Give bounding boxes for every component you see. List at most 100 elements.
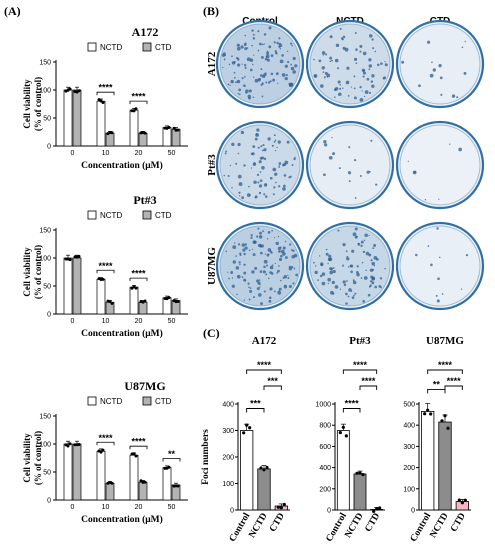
colony: [254, 266, 258, 270]
data-point: [355, 471, 359, 475]
colony: [252, 145, 256, 149]
colony: [313, 75, 317, 78]
colony: [292, 56, 296, 61]
dish-row-label: U87MG: [206, 247, 218, 285]
dish-inner-rim: [309, 225, 391, 307]
colony: [283, 274, 288, 279]
x-tick-label: 20: [135, 150, 143, 157]
y-tick-label: 150: [39, 228, 51, 235]
colony: [353, 75, 356, 78]
colony: [456, 96, 459, 99]
colony: [262, 144, 265, 147]
colony: [236, 43, 240, 47]
colony: [244, 246, 248, 250]
colony: [346, 257, 350, 261]
colony: [270, 54, 274, 57]
colony: [273, 237, 276, 239]
colony: [250, 167, 253, 169]
colony: [237, 142, 241, 147]
colony: [237, 243, 241, 246]
colony: [339, 288, 342, 291]
x-tick-label: NCTD: [247, 511, 269, 539]
significance-label: ****: [353, 360, 368, 370]
colony: [261, 149, 264, 152]
y-tick-label: 50: [43, 284, 51, 291]
colony: [249, 58, 254, 62]
y-tick-label: 400: [319, 465, 331, 472]
dish-inner-rim: [219, 124, 301, 206]
bar-nctd: [63, 257, 73, 315]
colony: [268, 299, 272, 303]
colony: [260, 68, 263, 71]
colony: [238, 182, 243, 186]
colony: [437, 277, 440, 281]
colony: [271, 264, 274, 266]
colony: [364, 233, 368, 238]
x-tick-label: Control: [325, 511, 350, 544]
colony: [251, 270, 255, 274]
colony: [254, 78, 259, 83]
colony: [438, 198, 440, 200]
colony: [265, 183, 267, 185]
x-tick-label: 50: [168, 318, 176, 325]
colony: [247, 282, 250, 285]
colony: [225, 150, 228, 153]
colony: [355, 48, 358, 51]
colony: [267, 81, 271, 84]
colony: [248, 298, 251, 301]
colony: [294, 64, 298, 68]
colony: [244, 34, 247, 37]
colony: [274, 50, 277, 53]
colony: [257, 181, 260, 184]
colony: [314, 265, 317, 267]
colony: [269, 80, 272, 83]
data-point: [110, 301, 114, 305]
y-tick-label: 100: [39, 256, 51, 263]
colony: [261, 95, 264, 98]
colony: [463, 71, 467, 75]
colony: [321, 281, 326, 286]
bar-ctd: [72, 89, 82, 147]
colony: [374, 285, 378, 289]
colony: [257, 146, 260, 149]
y-tick-label: 800: [319, 423, 331, 430]
colony: [263, 259, 268, 264]
colony: [324, 76, 326, 78]
colony: [283, 163, 287, 166]
colony: [267, 253, 270, 256]
colony: [431, 61, 433, 64]
colony: [338, 167, 341, 170]
colony: [342, 280, 346, 284]
colony: [413, 170, 416, 174]
data-point: [358, 471, 362, 475]
colony: [230, 79, 234, 84]
y-tick-label: 500: [403, 402, 415, 409]
colony: [239, 263, 241, 266]
colony: [258, 293, 262, 297]
colony: [260, 83, 263, 86]
significance-bracket: [342, 408, 361, 413]
y-tick-label: 300: [222, 428, 234, 435]
dish-A172-nctd: [305, 19, 395, 109]
colony: [347, 171, 352, 175]
colony: [222, 66, 224, 69]
colony: [238, 93, 241, 96]
bar-nctd: [96, 100, 106, 147]
colony: [231, 186, 233, 189]
colony: [236, 46, 241, 51]
data-point: [101, 277, 105, 281]
dish-plate: [305, 120, 395, 210]
colony: [248, 185, 250, 188]
significance-bracket: [342, 369, 378, 374]
colony: [248, 249, 251, 252]
colony: [293, 253, 298, 258]
colony: [368, 234, 370, 237]
significance-label: ****: [98, 433, 113, 443]
colony: [278, 287, 282, 291]
data-point: [338, 430, 342, 435]
colony: [427, 245, 430, 247]
colony: [251, 248, 254, 250]
colony: [346, 66, 350, 70]
colony: [361, 68, 366, 72]
colony: [237, 174, 242, 179]
